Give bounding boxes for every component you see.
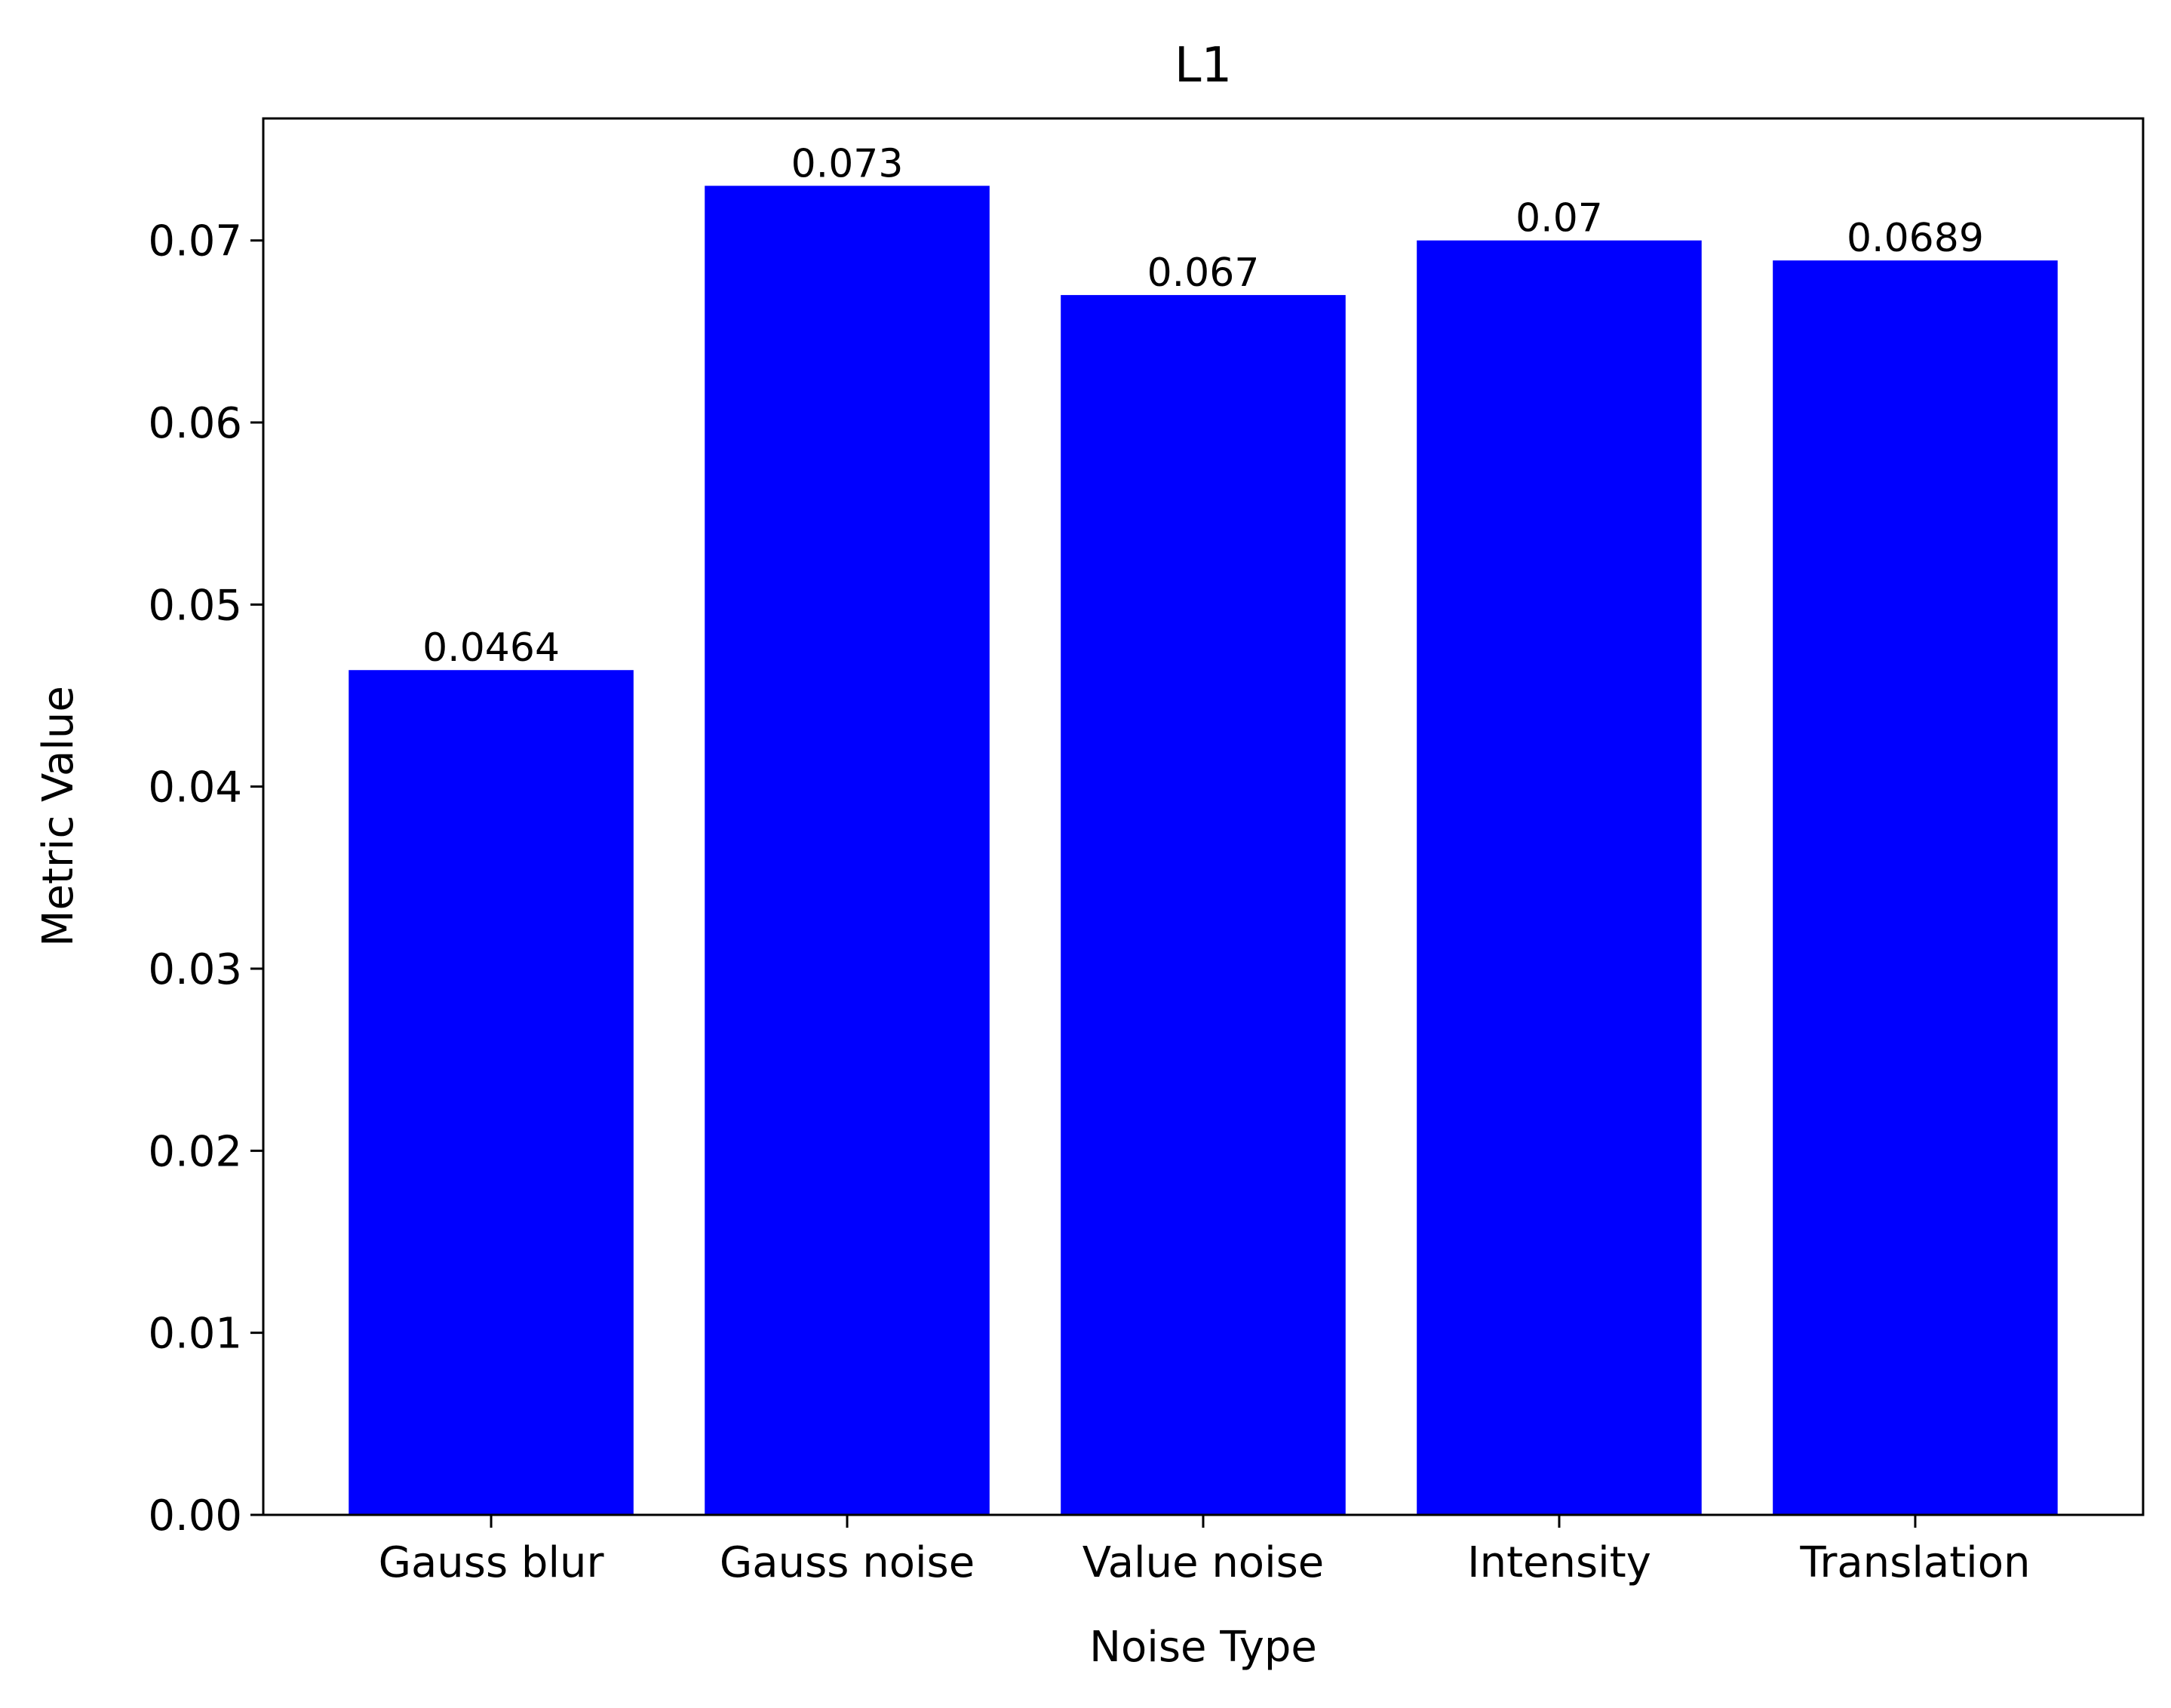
bar-gauss-blur — [349, 670, 634, 1515]
labels-layer: 0.0464 Gauss blur 0.073 Gauss noise 0.067 Val… — [148, 141, 2030, 1587]
bar-translation — [1773, 260, 2058, 1515]
y-tick-label: 0.02 — [148, 1127, 242, 1176]
y-tick-label: 0.03 — [148, 945, 242, 994]
bar-value-label: 0.067 — [1147, 250, 1260, 296]
y-tick-label: 0.01 — [148, 1310, 242, 1359]
bar-value-label: 0.073 — [791, 141, 904, 186]
bar-value-label: 0.0464 — [422, 625, 560, 671]
bars-layer — [349, 186, 2058, 1516]
chart-title: L1 — [1175, 38, 1232, 94]
x-tick-label: Translation — [1799, 1538, 2030, 1587]
bar-value-noise — [1061, 295, 1346, 1515]
x-tick-label: Gauss noise — [720, 1538, 975, 1587]
y-axis-label: Metric Value — [34, 686, 83, 947]
bar-value-label: 0.07 — [1515, 196, 1603, 241]
x-tick-label: Value noise — [1082, 1538, 1325, 1587]
plot-frame — [262, 117, 2145, 1516]
x-tick-label: Intensity — [1467, 1538, 1651, 1587]
x-axis-label: Noise Type — [1089, 1623, 1317, 1672]
bar-gauss-noise — [705, 186, 990, 1516]
x-tick-label: Gauss blur — [379, 1538, 605, 1587]
y-tick-label: 0.06 — [148, 399, 242, 448]
ticks-layer — [250, 239, 1917, 1528]
y-tick-label: 0.05 — [148, 581, 242, 630]
bar-value-label: 0.0689 — [1847, 216, 1984, 261]
y-tick-label: 0.07 — [148, 217, 242, 266]
y-tick-label: 0.04 — [148, 763, 242, 813]
bar-intensity — [1417, 240, 1702, 1515]
y-tick-label: 0.00 — [148, 1491, 242, 1541]
